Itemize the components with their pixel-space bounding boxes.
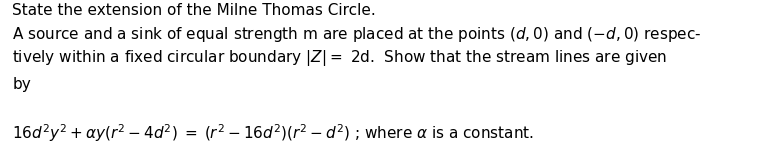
Text: $16d^2y^2 + \alpha y(r^2 - 4d^2)\; =\; (r^2 - 16d^2)(r^2 - d^2)$ ; where $\alpha: $16d^2y^2 + \alpha y(r^2 - 4d^2)\; =\; (…	[12, 122, 535, 144]
Text: A source and a sink of equal strength m are placed at the points $(d,0)$ and $(-: A source and a sink of equal strength m …	[12, 25, 701, 44]
Text: tively within a fixed circular boundary $|Z| = $ 2d.  Show that the stream lines: tively within a fixed circular boundary …	[12, 48, 667, 68]
Text: State the extension of the Milne Thomas Circle.: State the extension of the Milne Thomas …	[12, 3, 376, 18]
Text: by: by	[12, 77, 31, 92]
